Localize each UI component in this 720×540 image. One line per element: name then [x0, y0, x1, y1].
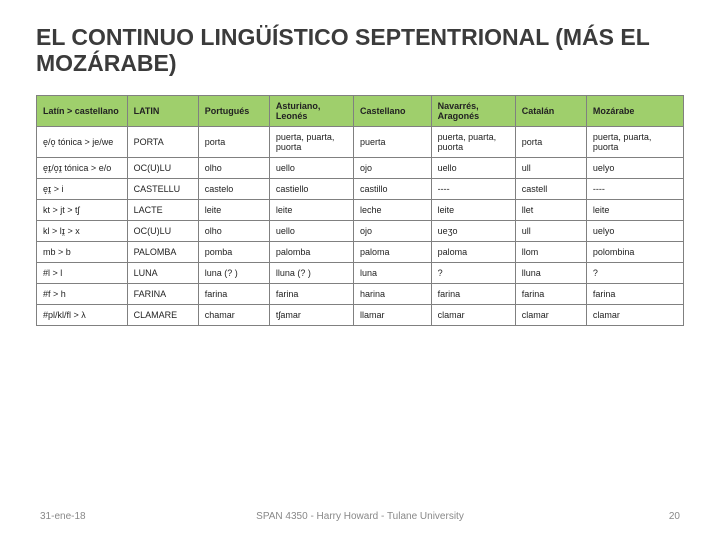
table-cell: ojo [354, 220, 432, 241]
table-cell: e̝ɪ̯ > i [37, 178, 128, 199]
table-cell: leite [586, 199, 683, 220]
table-cell: uello [431, 157, 515, 178]
table-row: #f > hFARINAfarinafarinaharinafarinafari… [37, 283, 684, 304]
table-cell: llet [515, 199, 586, 220]
table-row: kl > lɪ̯ > xOC(U)LUolhouelloojoueʒoullue… [37, 220, 684, 241]
table-cell: e̝/o̝ tónica > je/we [37, 126, 128, 157]
table-cell: lluna [515, 262, 586, 283]
table-cell: leite [269, 199, 353, 220]
col-header: Asturiano, Leonés [269, 95, 353, 126]
table-cell: castiello [269, 178, 353, 199]
table-cell: puerta, puarta, puorta [431, 126, 515, 157]
col-header: Mozárabe [586, 95, 683, 126]
page-title: EL CONTINUO LINGÜÍSTICO SEPTENTRIONAL (M… [36, 24, 684, 77]
table-cell: leche [354, 199, 432, 220]
table-cell: puerta, puarta, puorta [586, 126, 683, 157]
table-cell: OC(U)LU [127, 157, 198, 178]
table-cell: porta [198, 126, 269, 157]
table-cell: polombina [586, 241, 683, 262]
col-header: Castellano [354, 95, 432, 126]
table-cell: leite [198, 199, 269, 220]
table-cell: tʃamar [269, 304, 353, 325]
table-cell: uello [269, 157, 353, 178]
linguistic-table: Latín > castellano LATIN Portugués Astur… [36, 95, 684, 326]
table-cell: llom [515, 241, 586, 262]
table-cell: ---- [431, 178, 515, 199]
table-cell: uelyo [586, 157, 683, 178]
table-cell: leite [431, 199, 515, 220]
table-cell: kl > lɪ̯ > x [37, 220, 128, 241]
table-row: e̝/o̝ tónica > je/wePORTAportapuerta, pu… [37, 126, 684, 157]
table-cell: farina [586, 283, 683, 304]
table-cell: PORTA [127, 126, 198, 157]
table-cell: olho [198, 220, 269, 241]
table-cell: puerta, puarta, puorta [269, 126, 353, 157]
col-header: Latín > castellano [37, 95, 128, 126]
table-row: mb > bPALOMBApombapalombapalomapalomallo… [37, 241, 684, 262]
table-cell: ? [431, 262, 515, 283]
table-cell: paloma [354, 241, 432, 262]
table-cell: CLAMARE [127, 304, 198, 325]
table-cell: farina [515, 283, 586, 304]
table-cell: ojo [354, 157, 432, 178]
table-cell: castillo [354, 178, 432, 199]
table-cell: uelyo [586, 220, 683, 241]
table-cell: luna (? ) [198, 262, 269, 283]
table-cell: ---- [586, 178, 683, 199]
table-cell: LUNA [127, 262, 198, 283]
table-cell: llamar [354, 304, 432, 325]
table-row: #l > lLUNAluna (? )lluna (? )luna?lluna? [37, 262, 684, 283]
footer-center: SPAN 4350 - Harry Howard - Tulane Univer… [0, 511, 720, 522]
col-header: Navarrés, Aragonés [431, 95, 515, 126]
table-cell: farina [431, 283, 515, 304]
col-header: LATIN [127, 95, 198, 126]
table-cell: porta [515, 126, 586, 157]
table-cell: ull [515, 220, 586, 241]
table-cell: harina [354, 283, 432, 304]
table-cell: farina [269, 283, 353, 304]
table-cell: puerta [354, 126, 432, 157]
table-cell: clamar [515, 304, 586, 325]
table-cell: chamar [198, 304, 269, 325]
col-header: Catalán [515, 95, 586, 126]
col-header: Portugués [198, 95, 269, 126]
table-cell: castelo [198, 178, 269, 199]
table-cell: palomba [269, 241, 353, 262]
table-cell: #pl/kl/fl > λ [37, 304, 128, 325]
table-cell: castell [515, 178, 586, 199]
table-cell: e̝ɪ̯/o̝ɪ̯ tónica > e/o [37, 157, 128, 178]
table-row: e̝ɪ̯ > iCASTELLUcastelocastiellocastillo… [37, 178, 684, 199]
table-cell: FARINA [127, 283, 198, 304]
table-row: kt > jt > tʃLACTEleiteleitelecheleitelle… [37, 199, 684, 220]
table-cell: olho [198, 157, 269, 178]
table-cell: OC(U)LU [127, 220, 198, 241]
table-cell: farina [198, 283, 269, 304]
table-cell: paloma [431, 241, 515, 262]
table-cell: ? [586, 262, 683, 283]
table-cell: #l > l [37, 262, 128, 283]
table-cell: luna [354, 262, 432, 283]
table-cell: clamar [431, 304, 515, 325]
table-cell: ull [515, 157, 586, 178]
table-cell: lluna (? ) [269, 262, 353, 283]
table-cell: uello [269, 220, 353, 241]
table-cell: ueʒo [431, 220, 515, 241]
table-cell: pomba [198, 241, 269, 262]
table-cell: kt > jt > tʃ [37, 199, 128, 220]
table-cell: mb > b [37, 241, 128, 262]
table-cell: #f > h [37, 283, 128, 304]
table-header-row: Latín > castellano LATIN Portugués Astur… [37, 95, 684, 126]
table-cell: clamar [586, 304, 683, 325]
table-cell: PALOMBA [127, 241, 198, 262]
table-row: e̝ɪ̯/o̝ɪ̯ tónica > e/oOC(U)LUolhouellooj… [37, 157, 684, 178]
table-cell: LACTE [127, 199, 198, 220]
table-cell: CASTELLU [127, 178, 198, 199]
table-row: #pl/kl/fl > λCLAMAREchamartʃamarllamarcl… [37, 304, 684, 325]
footer: 31-ene-18 SPAN 4350 - Harry Howard - Tul… [0, 511, 720, 522]
